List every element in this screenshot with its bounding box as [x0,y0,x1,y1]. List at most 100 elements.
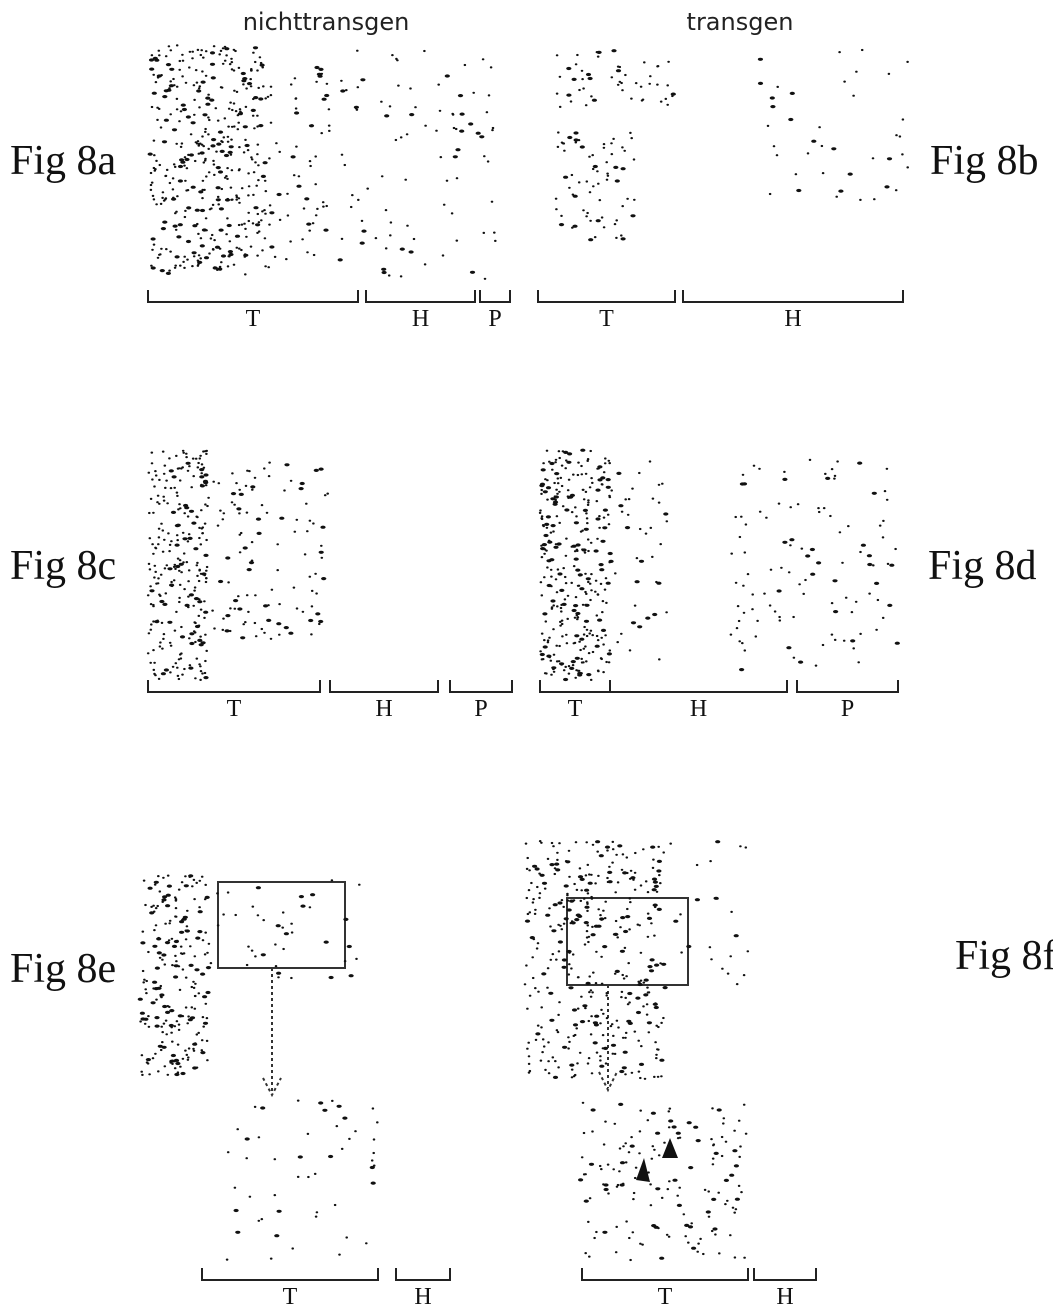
dot [562,669,566,672]
dot [159,594,162,598]
dot [252,51,255,54]
dot [463,63,467,67]
dot [614,891,617,894]
dot [541,524,545,527]
dot [578,1051,582,1054]
dot [575,568,581,572]
dot [579,530,583,533]
dot [173,939,179,944]
dot [315,80,318,83]
dot [222,617,225,620]
dot [653,884,659,889]
dot [195,564,199,567]
dot [312,253,316,257]
dot [494,239,497,242]
dot [699,1237,702,1240]
dot [595,517,601,521]
dot [192,255,196,258]
dot [527,889,531,892]
dot [226,167,229,170]
dot [197,152,201,155]
dot [197,232,200,235]
dot [225,175,228,178]
dot [256,231,259,234]
dot [589,449,592,453]
dot [573,1073,577,1077]
dot [169,1061,172,1064]
dot [293,530,297,533]
dot [170,510,177,514]
dot [833,474,837,477]
dot [556,482,560,485]
dot [268,157,271,160]
dot [269,121,273,124]
dot [586,459,589,462]
dot [185,167,189,170]
dot [542,612,548,616]
dot [409,87,412,90]
dot [816,561,822,565]
dot [149,585,152,588]
dot [648,969,655,973]
dot [150,264,153,267]
dot [181,531,185,534]
dot [595,219,601,223]
dot [560,214,563,217]
dot [257,230,261,233]
dot [157,677,161,681]
dot [559,662,565,666]
dot [600,216,604,219]
dot [653,934,656,937]
dot [285,258,288,261]
dot [160,672,166,676]
dot [141,930,145,933]
dot [170,1053,176,1058]
dot [579,145,585,149]
dot [649,1183,652,1186]
dot [304,197,310,201]
dot [656,83,659,86]
dot [555,868,561,872]
dot [585,215,588,218]
dot [219,268,222,271]
dot [539,873,545,877]
dot [172,565,176,569]
dot [208,252,211,255]
dot [184,157,190,162]
dot [596,50,602,55]
dot [202,1025,205,1028]
dot [354,1130,357,1133]
dot [615,219,618,222]
dot [638,1152,641,1155]
dot [657,483,661,486]
dot [346,944,352,949]
dot [655,890,659,893]
dot [604,457,607,460]
dot [531,956,534,959]
dot [253,1105,257,1108]
dot [789,544,792,547]
dot [161,140,168,144]
dot [887,603,893,608]
dot [176,195,179,198]
dot [172,196,175,199]
dot [168,1023,174,1028]
dot [255,184,258,187]
dot [267,266,271,269]
dot [161,529,165,532]
dot [412,237,416,241]
dot [556,477,560,480]
dot [157,527,161,530]
dot [170,937,174,940]
dot [157,107,161,110]
dot [199,484,205,488]
dot [200,509,203,512]
dot [598,199,602,202]
dot [574,634,580,638]
dot [155,159,158,162]
dot [587,499,590,502]
dot [267,475,271,478]
dot [686,944,692,949]
dot [162,220,168,224]
